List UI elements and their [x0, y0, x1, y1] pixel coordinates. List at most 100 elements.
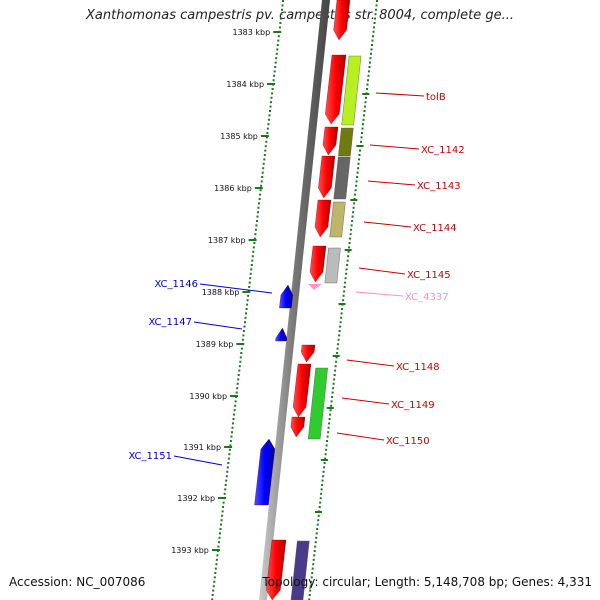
cog-bar-xc1142 — [338, 127, 354, 157]
scale-dot-right — [340, 316, 343, 319]
scale-dot-left — [265, 136, 268, 139]
scale-dot-right — [322, 470, 325, 473]
scale-dot-left — [265, 140, 268, 143]
scale-dot-left — [269, 105, 272, 108]
scale-dot-right — [322, 475, 325, 478]
scale-dot-right — [345, 272, 348, 275]
scale-dot-right — [357, 162, 360, 165]
scale-dot-left — [246, 299, 249, 302]
scale-dot-right — [335, 360, 338, 363]
scale-dot-left — [252, 250, 255, 253]
scale-dot-right — [319, 497, 322, 500]
scale-dot-left — [279, 17, 282, 20]
scale-dot-left — [257, 211, 259, 214]
scale-dot-right — [328, 418, 331, 420]
scale-dot-left — [246, 303, 249, 306]
scale-dot-left — [227, 457, 230, 460]
scale-dot-right — [319, 501, 322, 504]
scale-dot-right — [332, 387, 335, 390]
leader-xc_1151 — [173, 455, 223, 466]
cog-bar-xc1145 — [324, 247, 341, 284]
cog-bar-xc1143 — [333, 156, 351, 200]
scale-dot-left — [268, 114, 271, 117]
scale-dot-right — [371, 39, 374, 42]
scale-dot-left — [249, 277, 252, 280]
feature-tick — [362, 93, 370, 95]
scale-dot-left — [262, 162, 265, 165]
scale-dot-left — [253, 242, 256, 244]
scale-dot-left — [226, 470, 229, 473]
scale-dot-left — [222, 501, 225, 504]
scale-dot-right — [346, 259, 349, 262]
scale-dot-left — [250, 264, 253, 266]
scale-dot-left — [264, 149, 267, 152]
scale-dot-right — [311, 572, 314, 574]
feature-tick — [350, 199, 358, 201]
scale-dot-right — [308, 594, 311, 596]
scale-dot-right — [320, 488, 323, 491]
scale-dot-right — [370, 52, 372, 55]
scale-dot-right — [339, 325, 342, 328]
scale-dot-right — [367, 74, 370, 77]
scale-dot-right — [355, 184, 358, 187]
scale-dot-right — [336, 347, 339, 350]
scale-dot-left — [273, 74, 276, 77]
scale-dot-left — [214, 572, 217, 574]
cog-bar-xc1144 — [329, 201, 346, 238]
scale-dot-right — [368, 66, 371, 68]
scale-dot-right — [345, 268, 348, 271]
scale-dot-right — [313, 550, 316, 552]
scale-dot-right — [329, 409, 332, 412]
scale-dot-right — [320, 492, 323, 495]
feature-tick — [326, 407, 334, 409]
scale-dot-left — [275, 57, 278, 60]
scale-dot-left — [254, 233, 257, 236]
gene-arrow-xc1149 — [292, 363, 312, 418]
gene-label-xc_1146: XC_1146 — [154, 279, 198, 290]
scale-dot-left — [256, 215, 259, 218]
scale-dot-right — [360, 136, 363, 139]
scale-dot-left — [223, 492, 226, 495]
gene-arrow-xc1144 — [314, 199, 332, 238]
scale-dot-right — [361, 127, 364, 130]
scale-dot-left — [267, 123, 270, 126]
leader-xc_1150 — [336, 432, 385, 441]
scale-dot-right — [351, 220, 354, 222]
feature-tick — [332, 355, 340, 357]
scale-dot-left — [221, 510, 224, 513]
gene-label-xc_1150: XC_1150 — [386, 436, 430, 447]
scale-dot-right — [375, 4, 378, 7]
scale-dot-left — [219, 532, 221, 535]
gene-label-leaders — [173, 92, 425, 466]
scale-dot-right — [323, 466, 326, 469]
kbp-label: 1383 kbp — [232, 28, 270, 37]
scale-dot-left — [218, 536, 221, 539]
scale-dot-left — [240, 352, 243, 354]
scale-dot-right — [310, 576, 313, 579]
scale-dot-right — [343, 290, 346, 293]
scale-dot-right — [357, 167, 360, 170]
scale-dot-left — [248, 281, 251, 284]
feature-tick — [320, 459, 328, 461]
feature-tick — [356, 145, 364, 147]
scale-dot-left — [250, 268, 253, 271]
leader-xc_4337 — [355, 291, 404, 297]
scale-dot-left — [211, 594, 214, 596]
scale-dot-right — [367, 79, 369, 82]
scale-dot-left — [239, 356, 242, 359]
scale-dot-left — [251, 255, 254, 258]
scale-dot-right — [324, 453, 327, 456]
scale-dot-left — [263, 154, 266, 156]
gene-arrow-xc1146 — [279, 284, 294, 309]
scale-dot-left — [262, 167, 265, 170]
scale-dot-right — [338, 330, 341, 332]
scale-dot-right — [356, 176, 359, 178]
genome-stats-text: Topology: circular; Length: 5,148,708 bp… — [262, 575, 592, 589]
scale-dot-left — [242, 330, 245, 332]
scale-dot-right — [358, 154, 361, 156]
scale-dot-left — [260, 180, 263, 183]
scale-dot-left — [245, 312, 247, 315]
gene-label-xc_1142: XC_1142 — [421, 145, 465, 156]
scale-dot-right — [349, 233, 352, 236]
